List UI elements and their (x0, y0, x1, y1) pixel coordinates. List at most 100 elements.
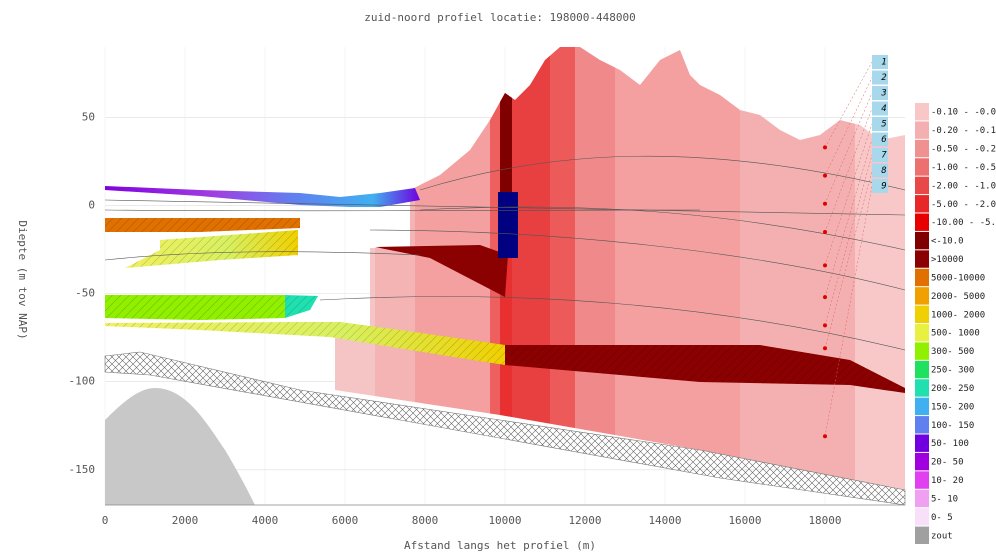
x-tick-label: 0 (102, 514, 109, 527)
x-tick-label: 4000 (252, 514, 279, 527)
hatch (125, 230, 298, 268)
boundary (419, 206, 906, 251)
well-label: 1 (881, 58, 886, 68)
legend-label: -0.20 - -0.10 (931, 126, 996, 136)
well-label-box (872, 163, 888, 178)
hatch (105, 295, 318, 320)
x-tick-label: 8000 (412, 514, 439, 527)
legend-swatch (915, 360, 929, 379)
legend-label: 150- 200 (931, 402, 974, 412)
zone (375, 47, 415, 490)
legend-label: -10.00 - -5.00 (931, 218, 996, 228)
well-label-box (872, 55, 888, 69)
legend-label: 10- 20 (931, 476, 964, 486)
boundary (369, 229, 906, 291)
legend-label: 50- 100 (931, 439, 969, 449)
point (823, 201, 827, 206)
x-tick-label: 12000 (568, 514, 601, 527)
legend-label: -2.00 - -1.00 (931, 181, 996, 191)
point (823, 323, 827, 328)
well-label: 3 (880, 89, 886, 99)
legend-swatch (915, 268, 929, 287)
legend-swatch (915, 508, 929, 526)
legend-swatch (915, 397, 929, 416)
well-label-box (872, 132, 888, 147)
zone (615, 47, 740, 490)
well-link (824, 185, 873, 437)
zone (550, 47, 575, 490)
well-link (824, 61, 873, 148)
hatch (505, 345, 905, 393)
legend-label: -0.50 - -0.20 (931, 145, 996, 155)
legend-label: 2000- 5000 (931, 292, 985, 302)
plot (823, 61, 873, 439)
well-label: 9 (881, 182, 886, 192)
y-axis-label: Diepte (m tov NAP) (16, 220, 29, 339)
legend-swatch (915, 103, 929, 121)
y-tick-label: -50 (75, 287, 95, 300)
legend-label: >10000 (931, 255, 964, 265)
legend-label: -1.00 - -0.50 (931, 163, 996, 173)
point (823, 295, 827, 300)
point (823, 145, 827, 150)
legend-swatch (915, 250, 929, 268)
point (823, 263, 827, 268)
legend-label: zout (931, 531, 953, 541)
well-link (824, 92, 873, 204)
legend-swatch (915, 434, 929, 452)
point (823, 229, 827, 234)
well-label: 6 (881, 135, 886, 145)
point (823, 173, 827, 178)
legend-label: 500- 1000 (931, 329, 980, 339)
y-tick-label: 0 (88, 199, 95, 212)
boundary (104, 209, 701, 212)
legend-swatch (915, 452, 929, 471)
legend-swatch (915, 158, 929, 176)
legend-swatch (915, 176, 929, 195)
well-link (824, 139, 873, 298)
point (823, 434, 827, 439)
zone (500, 93, 512, 193)
well-label: 8 (881, 166, 886, 176)
legend-label: -5.00 - -2.00 (931, 200, 996, 210)
well-link (824, 170, 873, 349)
boundary (319, 296, 906, 351)
zone (740, 47, 855, 490)
legend-label: 300- 500 (931, 347, 974, 357)
legend-swatch (915, 287, 929, 305)
legend-swatch (915, 121, 929, 139)
hatched-layer (104, 351, 906, 506)
boundary (104, 251, 421, 261)
well-label-box (872, 179, 888, 193)
legend-swatch (915, 526, 929, 544)
well-label: 4 (881, 104, 886, 114)
blue-block (498, 192, 518, 258)
hatch (105, 218, 300, 232)
hatch (105, 322, 505, 365)
salt-dome (105, 388, 255, 505)
legend-label: 5- 10 (931, 494, 958, 504)
legend-swatch (915, 195, 929, 213)
legend-label: <-10.0 (931, 237, 964, 247)
top-layer (105, 186, 420, 207)
legend-label: 20- 50 (931, 458, 964, 468)
legend-swatch (915, 305, 929, 323)
well-link (824, 123, 873, 266)
well-link (824, 154, 873, 326)
zone (512, 47, 550, 490)
legend-swatch (915, 342, 929, 360)
legend-swatch (915, 489, 929, 508)
legend-label: 0- 5 (931, 513, 953, 523)
well-label-box (872, 101, 888, 116)
zone (335, 47, 375, 490)
legend-swatch (915, 213, 929, 231)
x-tick-label: 6000 (332, 514, 359, 527)
legend-swatch (915, 231, 929, 250)
legend-swatch (915, 379, 929, 397)
legend-label: 100- 150 (931, 421, 974, 431)
well-label: 2 (881, 73, 886, 83)
zone (575, 47, 615, 490)
legend-swatch (915, 324, 929, 342)
legend-label: 250- 300 (931, 366, 974, 376)
